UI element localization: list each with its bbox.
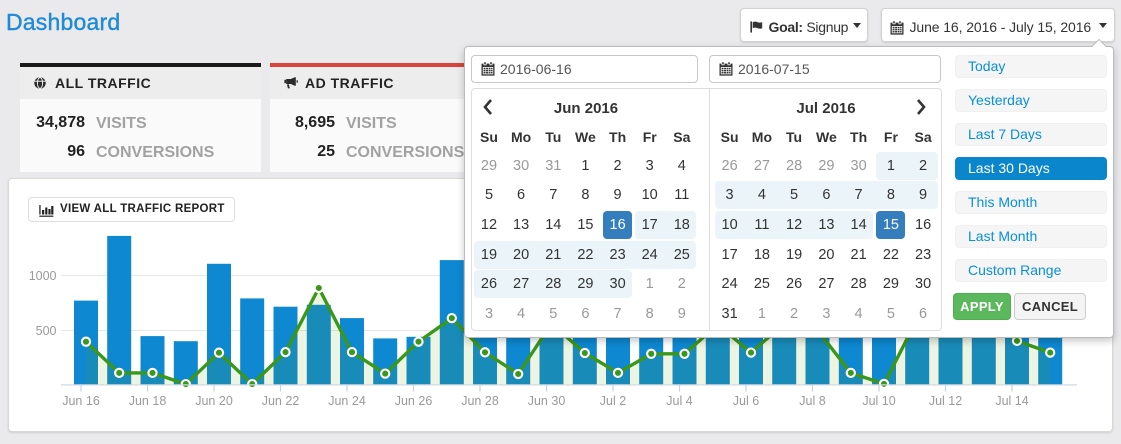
svg-text:Jun 20: Jun 20: [195, 394, 233, 408]
svg-text:Jun 30: Jun 30: [528, 394, 566, 408]
svg-text:Jul 12: Jul 12: [929, 394, 962, 408]
svg-text:Jun 26: Jun 26: [395, 394, 433, 408]
svg-text:Jul 4: Jul 4: [666, 394, 692, 408]
svg-text:Jun 22: Jun 22: [262, 394, 300, 408]
svg-text:Jun 28: Jun 28: [461, 394, 499, 408]
svg-text:500: 500: [36, 324, 57, 338]
svg-text:Jul 6: Jul 6: [733, 394, 759, 408]
svg-text:Jul 14: Jul 14: [995, 394, 1028, 408]
svg-text:1000: 1000: [29, 269, 57, 283]
svg-text:Jul 10: Jul 10: [862, 394, 895, 408]
svg-text:Jul 2: Jul 2: [600, 394, 626, 408]
svg-text:Jun 24: Jun 24: [328, 394, 366, 408]
svg-text:Jun 16: Jun 16: [62, 394, 100, 408]
svg-text:Jun 18: Jun 18: [129, 394, 167, 408]
svg-text:Jul 8: Jul 8: [799, 394, 825, 408]
